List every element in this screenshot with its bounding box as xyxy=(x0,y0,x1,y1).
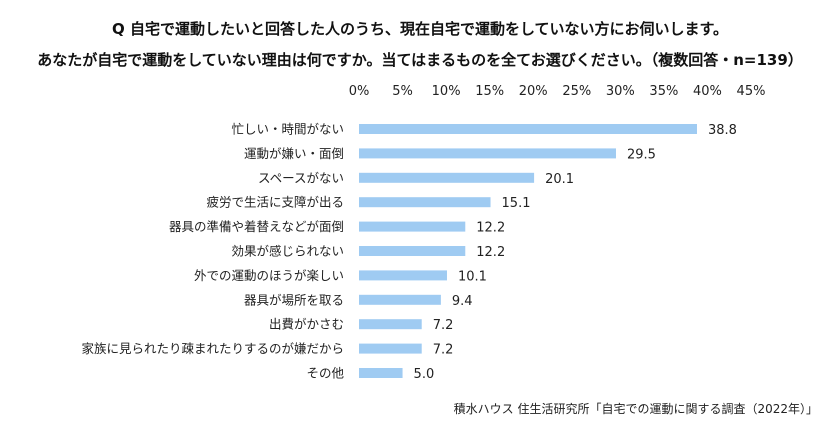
data-label: 7.2 xyxy=(433,343,454,358)
bar xyxy=(359,270,447,281)
x-tick-label: 20% xyxy=(519,84,548,99)
data-label: 9.4 xyxy=(452,294,473,309)
x-tick-label: 10% xyxy=(432,84,461,99)
bar xyxy=(359,221,466,232)
bar xyxy=(359,172,535,183)
data-label: 38.8 xyxy=(708,123,737,138)
x-tick-label: 15% xyxy=(475,84,504,99)
category-label: 出費がかさむ xyxy=(269,317,344,332)
bar xyxy=(359,368,403,378)
bar xyxy=(359,124,697,134)
x-tick-label: 45% xyxy=(737,84,766,99)
category-label: スペースがない xyxy=(258,170,344,185)
x-tick-label: 35% xyxy=(649,84,678,99)
category-label: 器具の準備や着替えなどが面倒 xyxy=(169,219,344,234)
data-label: 15.1 xyxy=(502,196,531,211)
bar xyxy=(359,319,422,330)
data-label: 12.2 xyxy=(476,245,505,260)
category-label: 器具が場所を取る xyxy=(244,292,344,307)
x-tick-label: 30% xyxy=(606,84,635,99)
data-label: 12.2 xyxy=(476,221,505,236)
category-label: 効果が感じられない xyxy=(231,244,344,259)
x-tick-label: 0% xyxy=(349,84,370,99)
x-tick-label: 5% xyxy=(392,84,413,99)
data-label: 20.1 xyxy=(545,172,574,187)
bar xyxy=(359,197,491,208)
bar xyxy=(359,294,441,305)
category-label: その他 xyxy=(306,366,344,381)
data-label: 10.1 xyxy=(458,269,487,284)
category-label: 忙しい・時間がない xyxy=(231,122,344,137)
category-label: 外での運動のほうが楽しい xyxy=(194,268,344,283)
category-label: 運動が嫌い・面倒 xyxy=(244,146,344,161)
x-tick-label: 25% xyxy=(562,84,591,99)
data-label: 29.5 xyxy=(627,147,656,162)
x-tick-label: 40% xyxy=(693,84,722,99)
chart-title-line-1: Q 自宅で運動したいと回答した人のうち、現在自宅で運動をしていない方にお伺いしま… xyxy=(111,20,729,38)
category-label: 家族に見られたり疎まれたりするのが嫌だから xyxy=(81,341,344,356)
data-label: 7.2 xyxy=(433,318,454,333)
bar xyxy=(359,343,422,354)
source-note: 積水ハウス 住生活研究所「自宅での運動に関する調査（2022年）」 xyxy=(453,402,818,416)
bar xyxy=(359,148,616,159)
category-label: 疲労で生活に支障が出る xyxy=(206,195,344,210)
data-label: 5.0 xyxy=(414,367,435,382)
chart-title-line-2: あなたが自宅で運動をしていない理由は何ですか。当てはまるものを全てお選びください… xyxy=(37,51,803,69)
bar xyxy=(359,246,466,256)
